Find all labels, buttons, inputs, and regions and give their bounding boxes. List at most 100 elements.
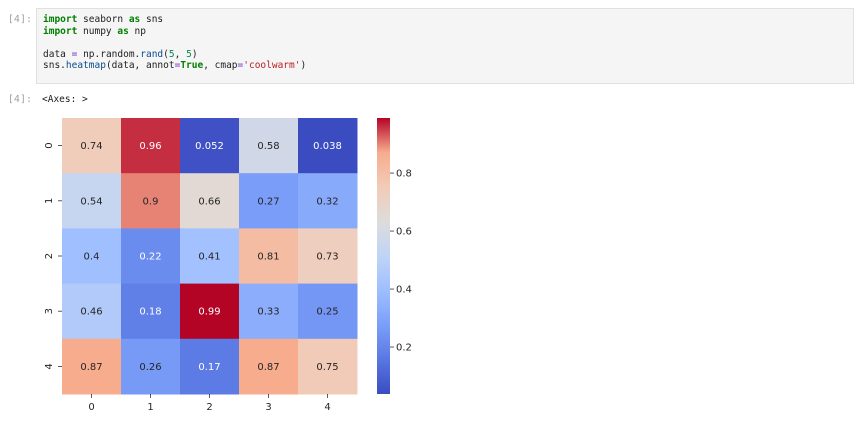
x-tick-label: 0 <box>88 402 94 413</box>
cell-annotation: 0.038 <box>313 141 342 152</box>
code-operator: = <box>71 48 78 60</box>
x-tick-label: 4 <box>324 402 330 413</box>
cell-annotation: 0.33 <box>257 307 279 318</box>
heatmap-cell <box>62 283 122 340</box>
code-number: 5 <box>168 48 175 60</box>
cell-annotation: 0.66 <box>198 196 220 207</box>
cell-annotation: 0.26 <box>139 362 161 373</box>
colorbar-tick-label: 0.4 <box>396 285 412 296</box>
code-cell-input[interactable]: import seaborn as sns import numpy as np… <box>36 8 854 84</box>
code-operator: = <box>237 60 244 71</box>
code-text: seaborn <box>77 14 129 25</box>
code-keyword: import <box>43 14 78 25</box>
cell-annotation: 0.87 <box>257 362 279 373</box>
heatmap-grid: 0.74 0.96 0.052 0.58 0.038 0.54 0.9 0.66 0.27 0.3… <box>62 118 358 395</box>
code-text: ) <box>191 48 198 60</box>
cell-annotation: 0.96 <box>139 141 161 152</box>
code-text: numpy <box>77 25 118 37</box>
cell-annotation: 0.75 <box>316 362 338 373</box>
code-text: data <box>43 48 72 60</box>
heatmap-cell <box>298 283 358 340</box>
heatmap-cell <box>180 228 240 285</box>
colorbar <box>377 118 390 394</box>
heatmap-cell <box>121 228 181 285</box>
cell-annotation: 0.17 <box>198 362 220 373</box>
heatmap-cell <box>180 118 240 174</box>
heatmap-cell <box>180 173 240 229</box>
heatmap-cell <box>239 338 299 395</box>
x-tick-label: 1 <box>147 402 153 413</box>
output-text: <Axes: > <box>42 94 88 105</box>
cell-annotation: 0.99 <box>198 307 220 318</box>
cell-annotation: 0.052 <box>195 141 224 152</box>
heatmap-cell <box>62 118 122 174</box>
code-function: rand <box>140 48 164 60</box>
y-tick-label: 3 <box>44 308 55 314</box>
cell-annotation: 0.74 <box>80 141 102 152</box>
y-tick-label: 1 <box>44 198 55 204</box>
colorbar-tick-label: 0.2 <box>396 343 412 354</box>
cell-annotation: 0.58 <box>257 141 279 152</box>
x-tick-label: 2 <box>206 402 212 413</box>
code-operator: = <box>174 60 181 71</box>
heatmap-cell <box>121 338 181 395</box>
code-text: np <box>128 25 146 37</box>
cell-annotation: 0.87 <box>80 362 102 373</box>
code-text: sns. <box>43 60 66 71</box>
colorbar-axis: 0.2 0.4 0.6 0.8 <box>390 169 412 354</box>
code-text: np.random. <box>77 48 141 60</box>
y-tick-label: 2 <box>44 253 55 259</box>
input-prompt: [4]: <box>7 14 32 25</box>
heatmap-figure: 0.74 0.96 0.052 0.58 0.038 0.54 0.9 0.66 0.27 0.3… <box>36 110 436 419</box>
code-text: ) <box>300 60 307 71</box>
code-text: ( <box>163 48 169 60</box>
y-tick-label: 0 <box>44 142 55 148</box>
cell-annotation: 0.25 <box>316 307 338 318</box>
colorbar-tick-label: 0.8 <box>396 169 412 180</box>
cell-annotation: 0.9 <box>143 196 159 207</box>
x-axis: 0 1 2 3 4 <box>88 394 331 413</box>
code-text: , <box>174 48 187 60</box>
code-keyword: as <box>128 14 141 25</box>
cell-annotation: 0.32 <box>316 196 338 207</box>
heatmap-cell <box>121 118 181 174</box>
heatmap-cell <box>121 283 181 340</box>
code-function: heatmap <box>65 60 106 71</box>
cell-annotation: 0.81 <box>257 252 279 263</box>
y-axis: 0 1 2 3 4 <box>44 142 62 370</box>
cell-annotation: 0.54 <box>80 196 102 207</box>
code-string: 'coolwarm' <box>243 60 301 71</box>
code-text: (data, annot <box>105 60 175 71</box>
heatmap-cell <box>180 283 240 340</box>
heatmap-cell <box>121 173 181 229</box>
heatmap-cell <box>62 338 122 395</box>
cell-annotation: 0.27 <box>257 196 279 207</box>
heatmap-cell <box>239 283 299 340</box>
cell-annotation: 0.73 <box>316 252 338 263</box>
heatmap-cell <box>239 118 299 174</box>
x-tick-label: 3 <box>265 402 271 413</box>
y-tick-label: 4 <box>44 363 55 369</box>
heatmap-cell <box>62 173 122 229</box>
code-text: sns <box>140 14 164 25</box>
code-number: 5 <box>186 48 192 60</box>
cell-annotation: 0.4 <box>84 252 100 263</box>
code-editor[interactable]: import seaborn as sns import numpy as np… <box>43 14 306 72</box>
heatmap-cell <box>62 228 122 285</box>
heatmap-cell <box>298 338 358 395</box>
cell-annotation: 0.22 <box>139 252 161 263</box>
code-keyword: True <box>180 60 204 71</box>
heatmap-cell <box>239 228 299 285</box>
cell-annotation: 0.18 <box>139 307 161 318</box>
heatmap-cell <box>298 118 358 174</box>
heatmap-cell <box>298 173 358 229</box>
heatmap-chart: 0.74 0.96 0.052 0.58 0.038 0.54 0.9 0.66 0.27 0.3… <box>44 118 412 413</box>
colorbar-tick-label: 0.6 <box>396 227 412 238</box>
output-prompt: [4]: <box>7 94 32 105</box>
code-text: , cmap <box>203 60 238 71</box>
cell-annotation: 0.41 <box>198 252 220 263</box>
code-keyword: as <box>117 25 129 37</box>
heatmap-cell <box>298 228 358 285</box>
cell-annotation: 0.46 <box>80 307 102 318</box>
code-keyword: import <box>43 25 78 37</box>
